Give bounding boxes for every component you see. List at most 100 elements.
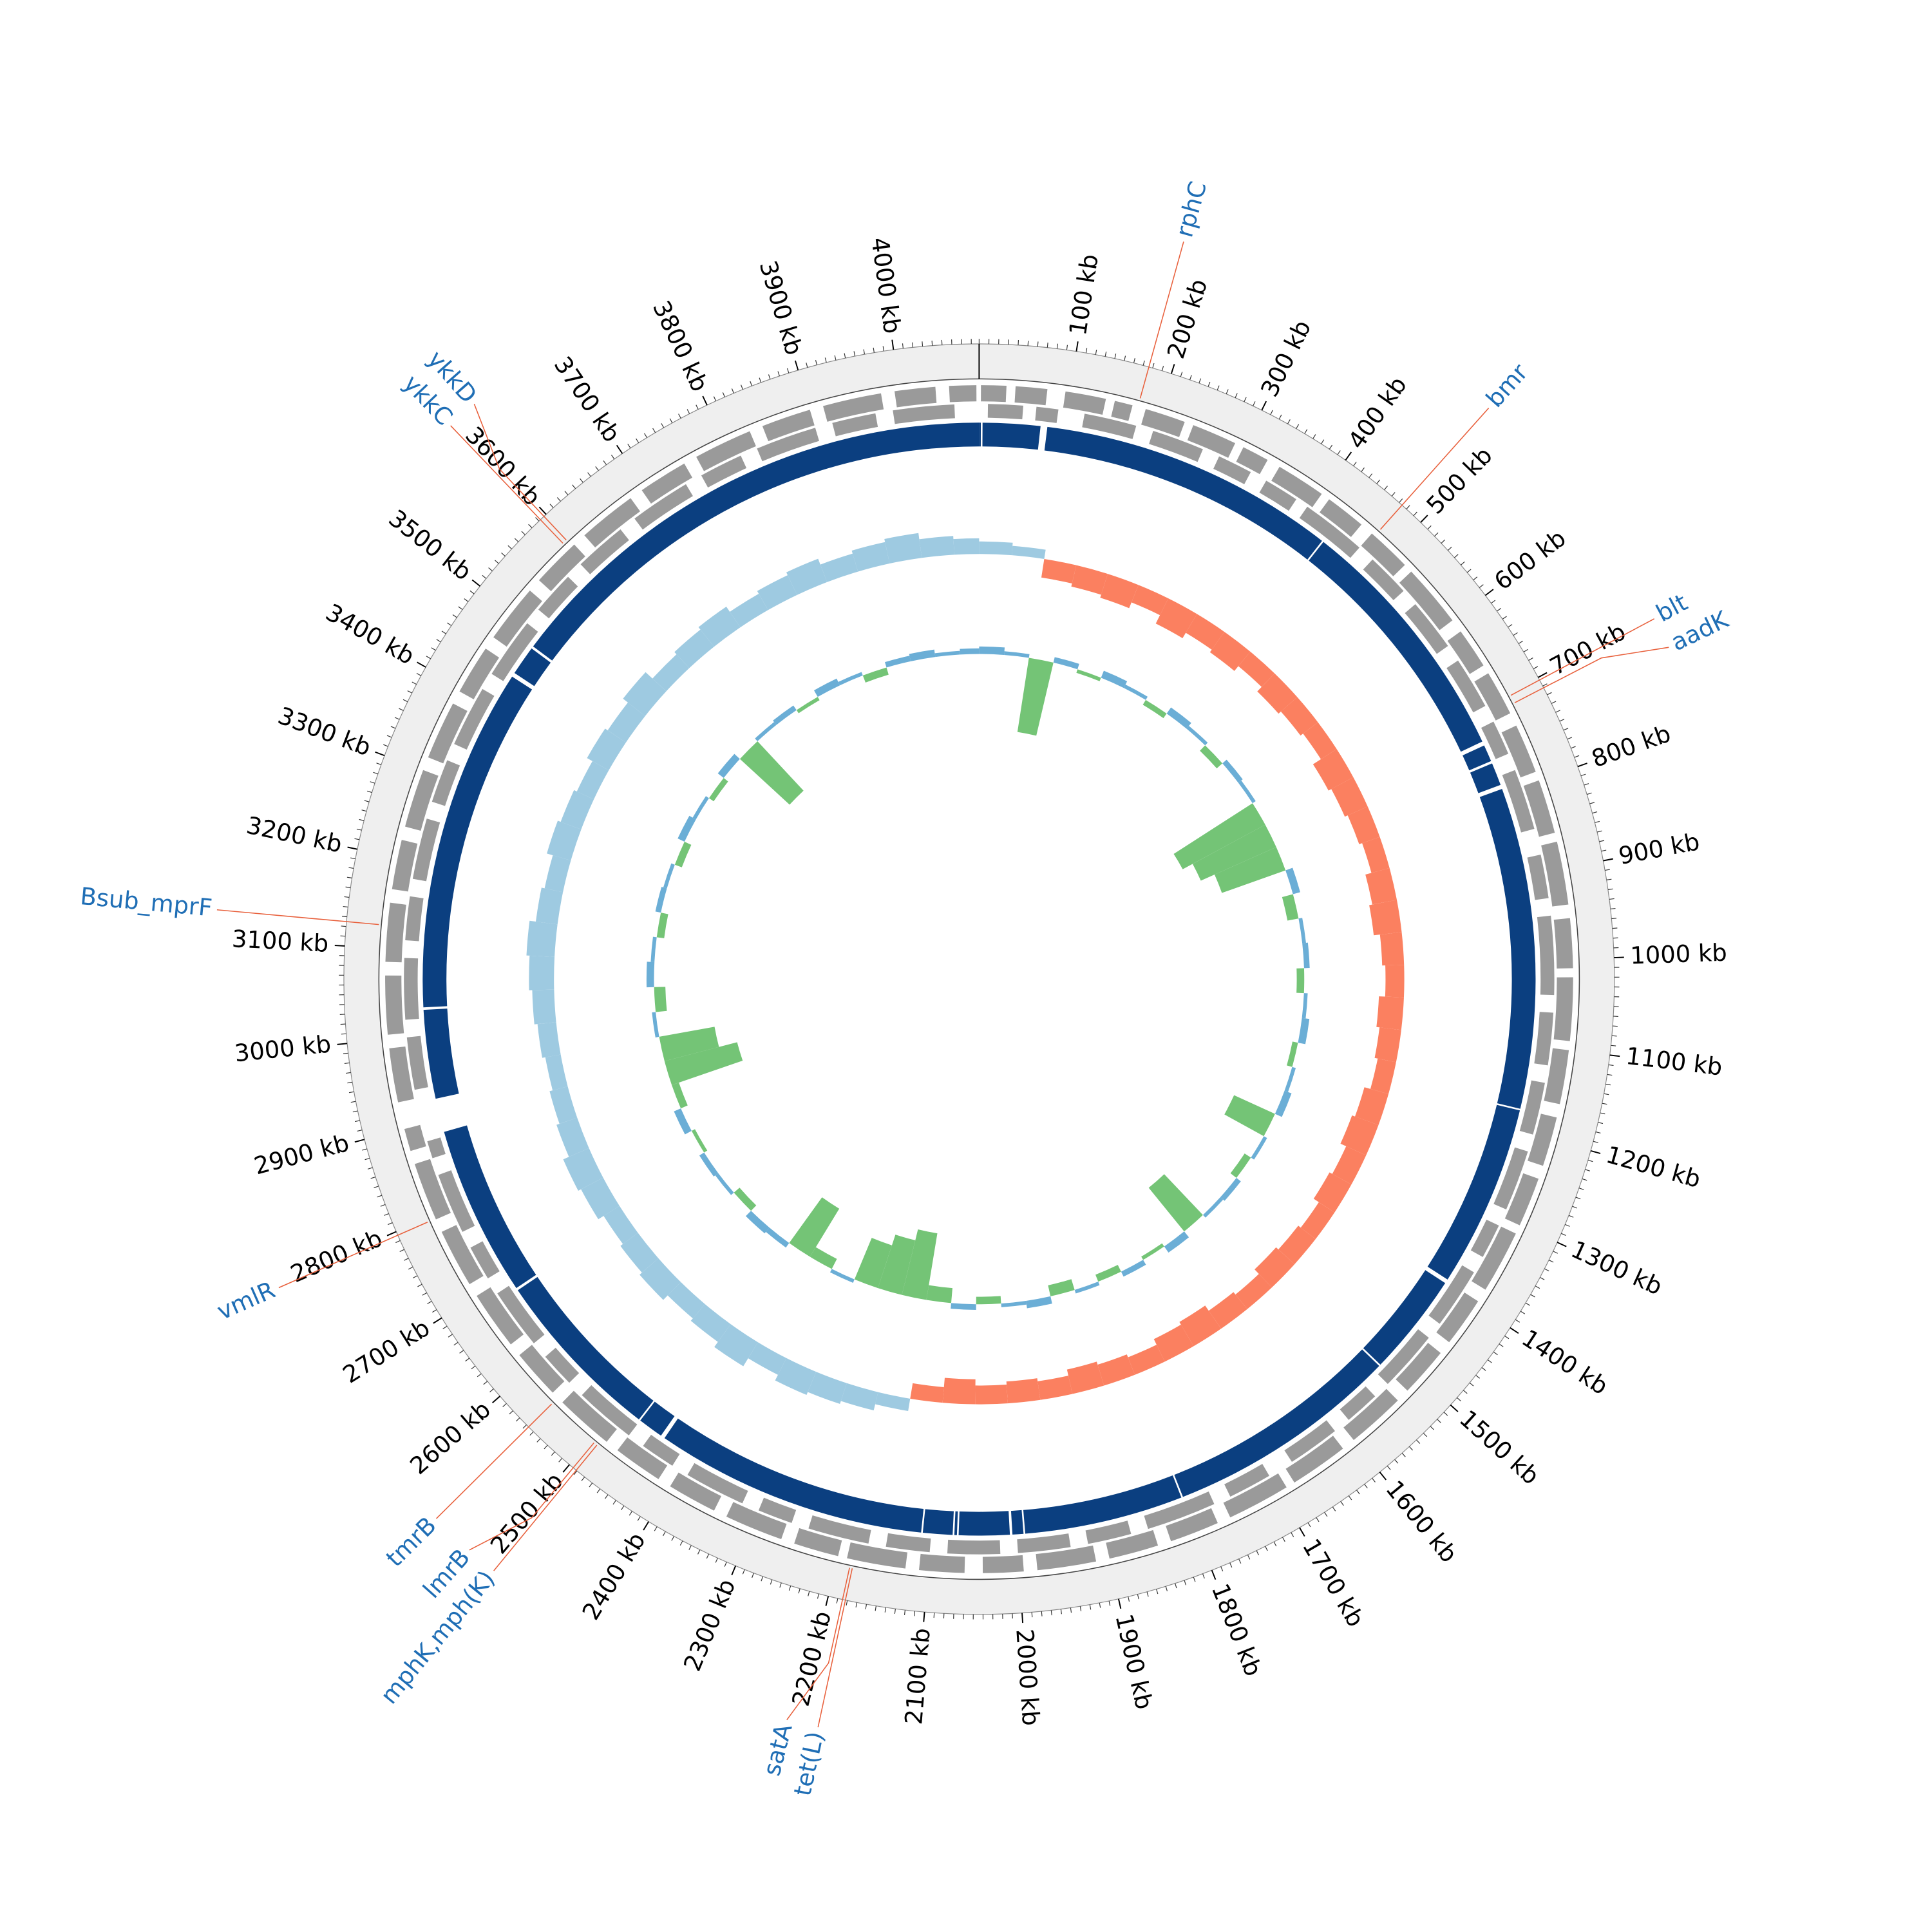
minor-tick <box>522 1425 527 1429</box>
gene-feature <box>1501 725 1536 778</box>
contig <box>1010 1510 1024 1535</box>
minor-tick <box>1551 701 1557 704</box>
gene-feature <box>582 1385 638 1435</box>
minor-tick <box>788 1586 791 1591</box>
track-bar <box>1274 1090 1292 1117</box>
minor-tick <box>1595 1132 1601 1134</box>
minor-tick <box>1175 1583 1177 1589</box>
minor-tick <box>448 1334 453 1338</box>
minor-tick <box>1226 389 1229 394</box>
track-bar <box>773 705 797 725</box>
track-bar <box>1004 651 1030 658</box>
contig <box>1427 1104 1520 1280</box>
track-bar <box>1128 1345 1165 1375</box>
gene-feature <box>643 1434 680 1466</box>
minor-tick <box>844 353 846 359</box>
minor-tick <box>1329 444 1333 450</box>
gene-feature <box>894 386 937 408</box>
minor-tick <box>412 1275 418 1278</box>
gene-feature <box>438 1170 475 1232</box>
annotation-line <box>1514 647 1669 703</box>
minor-tick <box>1461 561 1465 565</box>
track-bar <box>1340 1115 1379 1155</box>
minor-tick <box>1376 479 1381 484</box>
annotation-label: satA <box>758 1721 798 1779</box>
gene-feature <box>1528 1113 1557 1166</box>
track-bar <box>838 672 863 686</box>
minor-tick <box>671 1536 675 1541</box>
minor-tick <box>581 1477 585 1481</box>
track-bar <box>526 920 558 957</box>
minor-tick <box>1296 424 1300 429</box>
annotation-line <box>469 1442 594 1551</box>
minor-tick <box>1584 783 1589 786</box>
minor-tick <box>535 517 540 522</box>
minor-tick <box>1165 1586 1168 1591</box>
annotation-line <box>817 1568 853 1728</box>
minor-tick <box>1441 539 1446 544</box>
track-bar <box>1071 565 1108 595</box>
minor-tick <box>1589 802 1595 804</box>
track-bar <box>878 1235 916 1295</box>
minor-tick <box>1602 1103 1607 1105</box>
track-bar <box>690 1303 731 1342</box>
tick-label: 3900 kb <box>754 258 808 358</box>
track-bar <box>1220 1178 1241 1201</box>
tick-label: 1800 kb <box>1206 1580 1267 1680</box>
major-tick <box>354 1139 365 1143</box>
minor-tick <box>875 1605 876 1611</box>
minor-tick <box>1337 450 1341 455</box>
minor-tick <box>1180 372 1183 377</box>
minor-tick <box>752 1573 754 1578</box>
minor-tick <box>1291 1532 1294 1537</box>
minor-tick <box>509 1410 514 1415</box>
minor-tick <box>1508 624 1513 628</box>
minor-tick <box>678 413 681 419</box>
gene-feature <box>1111 401 1133 421</box>
minor-tick <box>768 374 771 380</box>
minor-tick <box>340 1023 346 1025</box>
tick-label: 3700 kb <box>549 352 626 448</box>
minor-tick <box>1592 811 1598 814</box>
minor-tick <box>1128 1596 1130 1602</box>
track-bar <box>1284 1066 1296 1092</box>
gene-feature <box>1537 915 1555 996</box>
minor-tick <box>596 1488 601 1493</box>
track-bar <box>563 1148 603 1191</box>
track-bar <box>587 728 626 771</box>
annotation-line <box>473 404 567 541</box>
major-tick <box>731 1566 737 1576</box>
minor-tick <box>1384 486 1388 491</box>
major-tick <box>562 1464 571 1473</box>
gene-feature <box>404 1124 426 1151</box>
minor-tick <box>359 819 365 821</box>
track-bar <box>851 542 890 572</box>
minor-tick <box>1585 1169 1591 1171</box>
track-bar <box>1076 669 1101 681</box>
minor-tick <box>556 497 561 502</box>
minor-tick <box>629 1511 633 1516</box>
major-tick <box>702 395 708 406</box>
track-bar <box>1379 932 1405 966</box>
gene-feature <box>414 1159 451 1220</box>
minor-tick <box>1601 849 1607 852</box>
major-tick <box>492 1396 500 1403</box>
gene-feature <box>538 544 585 592</box>
track-bar <box>730 594 768 628</box>
gene-feature <box>1166 1508 1218 1542</box>
minor-tick <box>1515 1319 1520 1323</box>
gene-feature <box>1035 406 1059 423</box>
minor-tick <box>431 647 436 651</box>
gene-feature <box>634 484 693 530</box>
minor-tick <box>515 1417 520 1422</box>
tick-label: 2100 kb <box>900 1627 936 1725</box>
tick-label: 1400 kb <box>1517 1324 1613 1400</box>
track-bar <box>1214 847 1286 893</box>
minor-tick <box>580 478 583 483</box>
minor-tick <box>834 355 837 361</box>
track-bar <box>674 1108 692 1135</box>
track-bar <box>979 541 1013 556</box>
major-tick <box>1450 1404 1459 1412</box>
minor-tick <box>1540 1277 1545 1280</box>
minor-tick <box>399 1249 405 1252</box>
